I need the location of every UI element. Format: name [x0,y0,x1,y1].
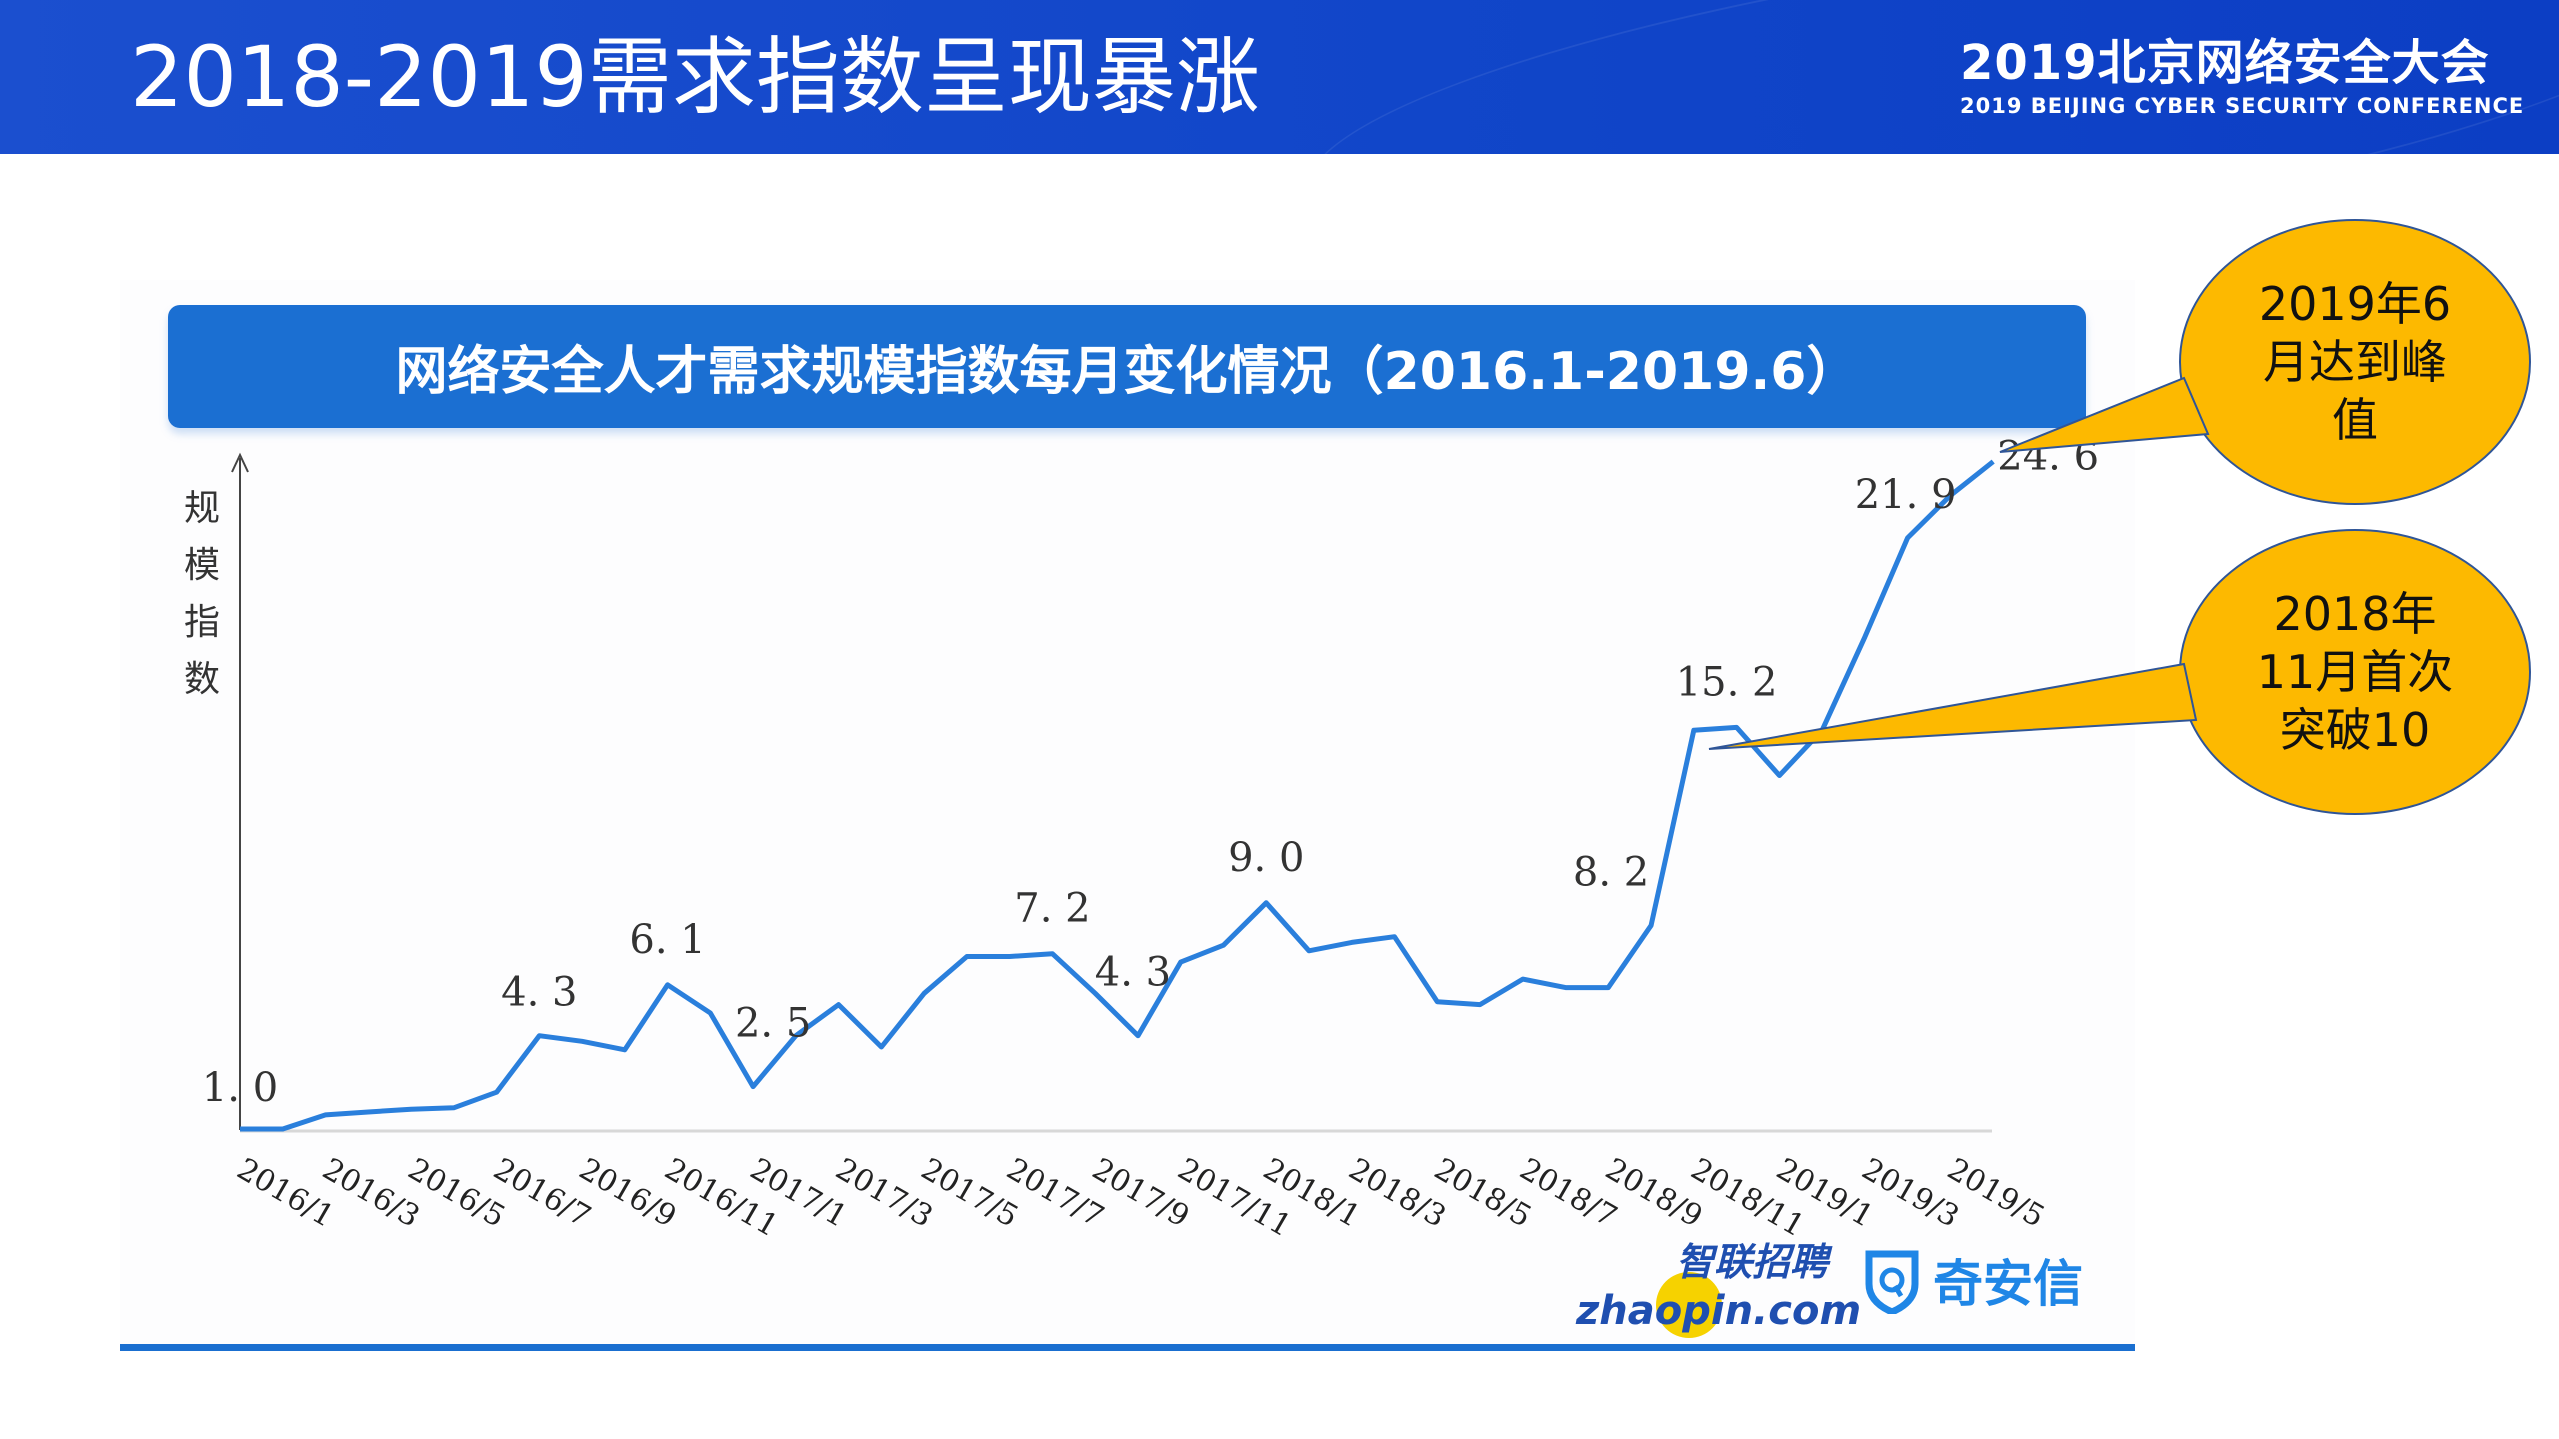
qianxin-logo-text: 奇安信 [1933,1255,2083,1313]
chart-title: 网络安全人才需求规模指数每月变化情况（2016.1-2019.6） [168,305,2086,428]
x-tick-label: 2016/9 [573,1152,682,1235]
callout-text-line: 11月首次 [2257,645,2454,699]
callout-pointer [1999,376,2210,453]
data-label: 4. 3 [1095,950,1171,996]
x-tick-label: 2018/7 [1514,1152,1623,1235]
x-tick-label: 2017/3 [830,1152,939,1235]
data-label: 21. 9 [1855,472,1957,518]
x-tick-label: 2019/3 [1856,1152,1965,1235]
callout-pointer [1708,662,2198,750]
x-tick-label: 2017/9 [1086,1152,1195,1235]
x-tick-label: 2016/3 [317,1152,426,1235]
data-label: 8. 2 [1573,849,1649,895]
x-tick-label: 2018/9 [1599,1152,1708,1235]
x-tick-label: 2017/5 [915,1152,1024,1235]
data-label: 4. 3 [501,970,577,1016]
series-line [240,459,1995,1132]
slide-header: 2018-2019需求指数呈现暴涨 2019北京网络安全大会 2019 BEIJ… [0,0,2559,154]
callout-joint [2188,381,2238,431]
x-tick-label: 2018/3 [1343,1152,1452,1235]
conference-logo: 2019北京网络安全大会 2019 BEIJING CYBER SECURITY… [1960,34,2524,120]
callout-text-line: 突破10 [2280,703,2431,757]
slide-title: 2018-2019需求指数呈现暴涨 [130,28,1260,126]
x-tick-label: 2018/5 [1428,1152,1537,1235]
x-tick-label: 2017/7 [1001,1152,1110,1235]
x-tick-label: 2019/5 [1941,1152,2050,1235]
data-label: 6. 1 [629,917,705,963]
x-tick-label: 2016/1 [231,1152,340,1235]
y-axis-label-char: 模 [184,545,220,586]
y-axis-label-char: 指 [184,602,220,643]
shield-icon [1865,1250,1919,1314]
x-tick-label: 2016/7 [488,1152,597,1235]
y-axis-label: 规模指数 [184,488,220,700]
conference-name-cn: 2019北京网络安全大会 [1960,35,2490,91]
axes [231,452,1992,1133]
sponsor-logos: 智联招聘 zhaopin.com 奇安信 [1570,1240,2090,1340]
data-label: 7. 2 [1014,886,1090,932]
y-axis-label-char: 数 [184,659,220,700]
chart-panel [120,280,2135,1350]
panel-bottom-bar [120,1344,2135,1351]
zhaopin-logo-dot [1656,1272,1722,1338]
y-axis-arrow-icon [231,452,249,473]
y-axis-label-char: 规 [184,488,220,529]
data-label: 15. 2 [1676,659,1778,705]
x-tick-label: 2016/5 [402,1152,511,1235]
data-label: 9. 0 [1228,835,1304,881]
data-label: 1. 0 [202,1065,278,1111]
callout-text-line: 2019年6 [2259,277,2451,331]
callout-ellipse [2179,219,2531,505]
zhaopin-logo-cn: 智联招聘 [1676,1240,1829,1284]
callout-text-line: 月达到峰 [2263,335,2447,389]
callout-text-line: 值 [2332,393,2378,447]
zhaopin-logo-en: zhaopin.com [1576,1288,1862,1334]
callout-text-line: 2018年 [2273,587,2436,641]
conference-name-en: 2019 BEIJING CYBER SECURITY CONFERENCE [1960,94,2525,118]
callout-joint [2188,667,2226,717]
qianxin-logo: 奇安信 [1865,1244,2095,1334]
zhaopin-logo: 智联招聘 zhaopin.com [1576,1240,1861,1340]
data-label: 2. 5 [735,1001,811,1047]
